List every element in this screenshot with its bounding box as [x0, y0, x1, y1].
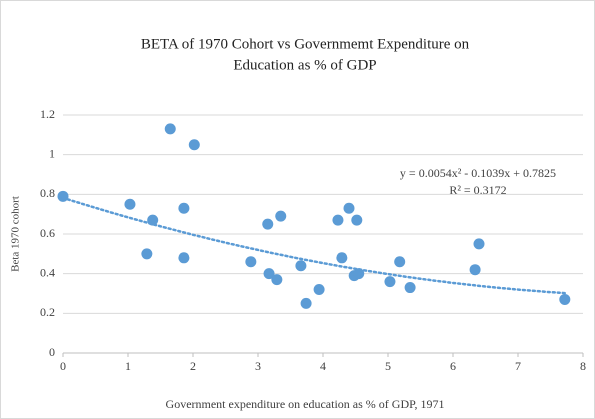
point [263, 268, 275, 280]
x-tick-label: 5 [385, 359, 391, 373]
y-tick-label: 0.6 [40, 226, 55, 240]
x-tick-label: 7 [515, 359, 521, 373]
x-tick-label: 0 [60, 359, 66, 373]
point [262, 218, 274, 230]
y-tick-label: 1.2 [40, 107, 55, 121]
point [394, 256, 406, 268]
point [300, 297, 312, 309]
x-tick-label: 4 [320, 359, 326, 373]
x-tick-label: 8 [580, 359, 586, 373]
point [245, 256, 257, 268]
y-axis-label: Beta 1970 cohort [10, 196, 22, 272]
point [473, 238, 485, 250]
trend-equation: y = 0.0054x² - 0.1039x + 0.7825 [400, 166, 556, 180]
point [404, 282, 416, 294]
trendline [61, 196, 567, 295]
x-axis-label: Government expenditure on education as %… [166, 397, 445, 411]
y-tick-label: 0.2 [40, 305, 55, 319]
point [124, 198, 136, 210]
point [164, 123, 176, 135]
x-tick-label: 3 [255, 359, 261, 373]
point [313, 284, 325, 296]
point [295, 260, 307, 272]
point [271, 274, 283, 286]
point [469, 264, 481, 276]
point [178, 252, 190, 264]
point [332, 214, 344, 226]
point [141, 248, 153, 260]
y-tick-label: 0.8 [40, 186, 55, 200]
point [351, 214, 363, 226]
chart-title: Education as % of GDP [233, 57, 376, 73]
chart-title: BETA of 1970 Cohort vs Governmemt Expend… [141, 36, 470, 52]
x-tick-label: 2 [190, 359, 196, 373]
point [384, 276, 396, 288]
point [559, 293, 571, 305]
trend-r-squared: R² = 0.3172 [449, 183, 506, 197]
x-tick-label: 1 [125, 359, 131, 373]
x-tick-label: 6 [450, 359, 456, 373]
y-tick-label: 1 [49, 146, 55, 160]
point [336, 252, 348, 264]
point [275, 210, 287, 222]
point [188, 139, 200, 151]
point [178, 202, 190, 214]
y-tick-label: 0 [49, 345, 55, 359]
point [343, 202, 355, 214]
y-tick-label: 0.4 [40, 265, 55, 279]
